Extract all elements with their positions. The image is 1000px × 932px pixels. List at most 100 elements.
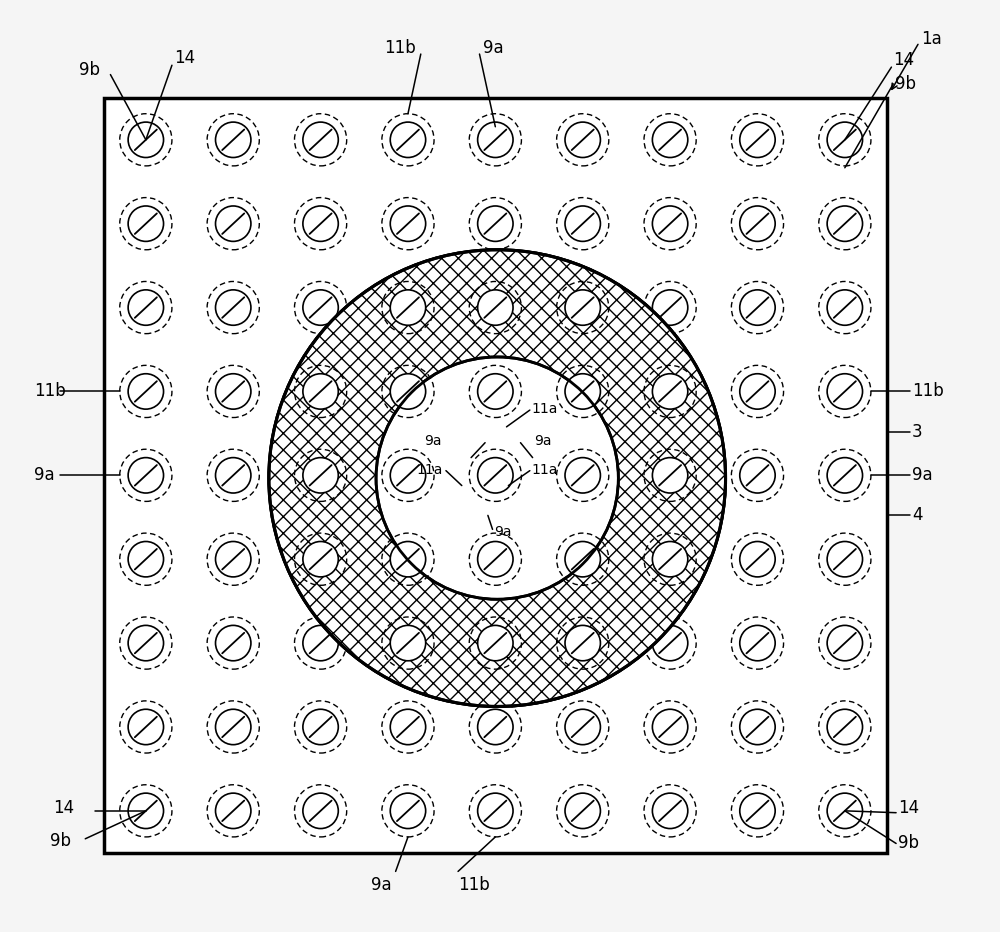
Circle shape [216, 206, 251, 241]
Circle shape [390, 374, 426, 409]
Circle shape [390, 709, 426, 745]
Text: 14: 14 [53, 799, 74, 817]
Circle shape [128, 374, 164, 409]
Circle shape [390, 458, 426, 493]
Circle shape [565, 374, 600, 409]
Circle shape [827, 374, 863, 409]
Circle shape [128, 122, 164, 158]
Circle shape [269, 250, 726, 706]
Text: 11a: 11a [417, 462, 443, 477]
Circle shape [390, 374, 426, 409]
Circle shape [128, 709, 164, 745]
Text: 3: 3 [912, 422, 923, 441]
Circle shape [827, 541, 863, 577]
Circle shape [216, 458, 251, 493]
Circle shape [390, 206, 426, 241]
Circle shape [478, 374, 513, 409]
Circle shape [740, 458, 775, 493]
Circle shape [827, 206, 863, 241]
Circle shape [478, 290, 513, 325]
Text: 1a: 1a [921, 30, 942, 48]
Circle shape [390, 541, 426, 577]
Circle shape [478, 374, 513, 409]
Circle shape [478, 541, 513, 577]
Circle shape [390, 541, 426, 577]
Circle shape [303, 374, 338, 409]
Circle shape [216, 122, 251, 158]
Text: 11b: 11b [384, 39, 416, 58]
Circle shape [652, 122, 688, 158]
Circle shape [652, 290, 688, 325]
Circle shape [652, 541, 688, 577]
Circle shape [740, 709, 775, 745]
Circle shape [390, 458, 426, 493]
Circle shape [652, 374, 688, 409]
Circle shape [740, 541, 775, 577]
Circle shape [303, 625, 338, 661]
Circle shape [827, 709, 863, 745]
Circle shape [303, 541, 338, 577]
Circle shape [303, 458, 338, 493]
Bar [104, 98, 887, 853]
Circle shape [652, 206, 688, 241]
Text: 11b: 11b [912, 382, 944, 401]
Circle shape [740, 625, 775, 661]
Circle shape [303, 374, 338, 409]
Circle shape [128, 290, 164, 325]
Circle shape [303, 541, 338, 577]
Circle shape [128, 625, 164, 661]
Circle shape [652, 458, 688, 493]
Circle shape [652, 793, 688, 829]
Circle shape [216, 709, 251, 745]
Circle shape [216, 374, 251, 409]
Circle shape [565, 625, 600, 661]
Circle shape [740, 122, 775, 158]
Text: 9a: 9a [34, 466, 55, 485]
Circle shape [827, 290, 863, 325]
Circle shape [390, 290, 426, 325]
Circle shape [652, 709, 688, 745]
Circle shape [128, 458, 164, 493]
Circle shape [565, 625, 600, 661]
Circle shape [565, 122, 600, 158]
Circle shape [128, 206, 164, 241]
Circle shape [269, 250, 726, 706]
Text: 14: 14 [174, 48, 195, 67]
Text: 11b: 11b [458, 876, 490, 895]
Circle shape [478, 290, 513, 325]
Circle shape [478, 541, 513, 577]
Text: 11b: 11b [34, 382, 66, 401]
Circle shape [740, 374, 775, 409]
Circle shape [303, 793, 338, 829]
Circle shape [390, 122, 426, 158]
Circle shape [827, 458, 863, 493]
Circle shape [216, 541, 251, 577]
Circle shape [390, 793, 426, 829]
Text: 9b: 9b [79, 61, 100, 79]
Circle shape [478, 793, 513, 829]
Text: 11a: 11a [532, 462, 558, 477]
Circle shape [478, 709, 513, 745]
Circle shape [478, 625, 513, 661]
Text: 9a: 9a [912, 466, 933, 485]
Text: 14: 14 [898, 799, 919, 817]
Circle shape [740, 290, 775, 325]
Circle shape [390, 625, 426, 661]
Circle shape [652, 541, 688, 577]
Circle shape [740, 206, 775, 241]
Text: 9a: 9a [483, 39, 504, 58]
Text: 14: 14 [893, 50, 914, 69]
Circle shape [652, 458, 688, 493]
Circle shape [390, 290, 426, 325]
Circle shape [269, 250, 726, 706]
Circle shape [478, 122, 513, 158]
Circle shape [269, 250, 726, 706]
Circle shape [128, 541, 164, 577]
Circle shape [303, 290, 338, 325]
Circle shape [565, 793, 600, 829]
Circle shape [478, 206, 513, 241]
Circle shape [376, 357, 618, 599]
Circle shape [303, 206, 338, 241]
Circle shape [565, 541, 600, 577]
Circle shape [565, 290, 600, 325]
